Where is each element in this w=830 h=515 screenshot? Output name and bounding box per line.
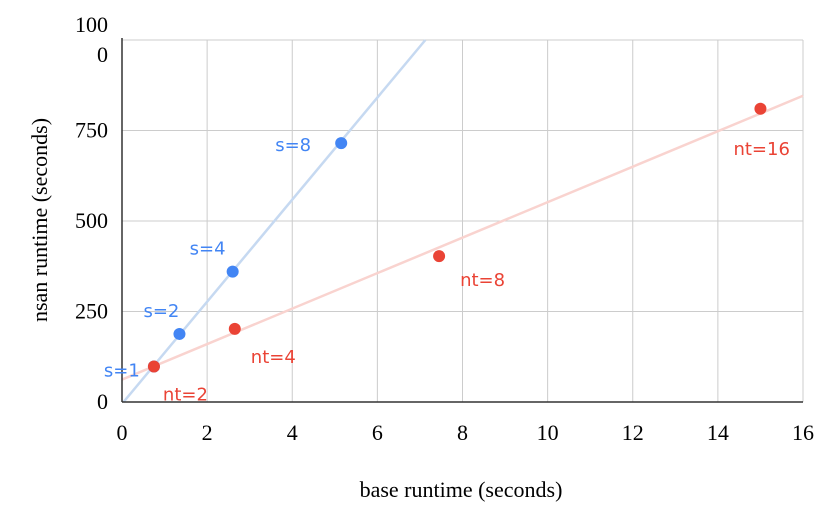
point-label: s=4 [190, 239, 226, 260]
axes [121, 38, 803, 403]
x-tick-label: 2 [202, 420, 213, 445]
grid [122, 39, 804, 402]
point-label: nt=4 [251, 347, 296, 368]
y-tick-label: 0 [97, 389, 108, 414]
y-tick-label: 100 0 [75, 12, 108, 67]
point-labels: s=1 s=2 s=4 s=8 nt=2 nt=4 nt=8 nt=16 [104, 135, 790, 405]
data-point [228, 322, 241, 335]
trendline-0 [122, 39, 427, 403]
y-axis-title: nsan runtime (seconds) [27, 118, 52, 322]
point-label: s=2 [143, 301, 179, 322]
point-label: s=1 [104, 361, 140, 382]
x-tick-label: 4 [287, 420, 298, 445]
point-label: s=8 [275, 135, 311, 156]
tick-labels: 0 2 4 6 8 10 12 14 16 0 250 500 750 100 0 [75, 12, 814, 445]
data-point [754, 102, 767, 115]
x-tick-label: 6 [372, 420, 383, 445]
x-tick-label: 0 [117, 420, 128, 445]
y-tick-label: 750 [75, 118, 108, 143]
x-tick-label: 16 [792, 420, 814, 445]
point-label: nt=8 [460, 270, 505, 291]
data-point [173, 327, 186, 340]
x-tick-label: 8 [457, 420, 468, 445]
x-tick-label: 12 [622, 420, 644, 445]
data-points [147, 102, 767, 373]
x-tick-label: 10 [537, 420, 559, 445]
data-point [335, 137, 348, 150]
x-axis-title: base runtime (seconds) [360, 477, 563, 502]
data-point [433, 250, 446, 263]
y-tick-label: 500 [75, 208, 108, 233]
point-label: nt=2 [163, 385, 208, 406]
data-point [147, 360, 160, 373]
x-tick-label: 14 [707, 420, 729, 445]
y-tick-label: 250 [75, 299, 108, 324]
data-point [226, 265, 239, 278]
point-label: nt=16 [733, 139, 789, 160]
